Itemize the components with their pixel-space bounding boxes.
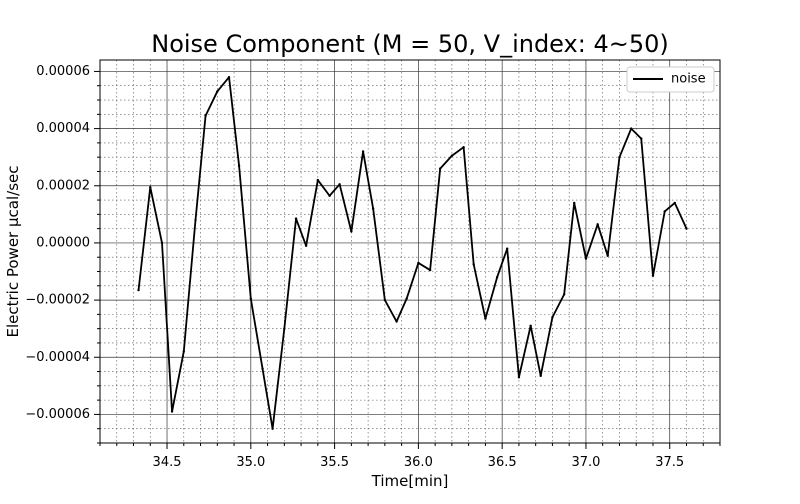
data-point	[361, 150, 365, 153]
data-point	[194, 218, 197, 222]
y-tick-label: 0.00006	[36, 64, 90, 79]
x-tick-label: 37.0	[571, 455, 600, 470]
legend: noise	[626, 66, 715, 93]
data-point	[428, 268, 432, 272]
data-point	[170, 410, 174, 413]
data-point	[395, 320, 398, 323]
major-grid	[100, 60, 720, 443]
data-point	[137, 288, 140, 292]
x-axis-label: Time[min]	[371, 472, 449, 490]
chart-title: Noise Component (M = 50, V_index: 4~50)	[151, 30, 668, 58]
data-point	[249, 297, 253, 300]
data-point	[663, 210, 666, 213]
x-tick-label: 37.5	[655, 455, 684, 470]
data-point	[584, 257, 588, 260]
data-point	[371, 207, 375, 210]
data-point	[182, 350, 185, 353]
series-layer	[137, 75, 688, 430]
data-point	[227, 75, 231, 79]
data-point	[472, 263, 475, 266]
minor-grid	[99, 60, 721, 444]
data-point	[529, 324, 532, 328]
y-tick-label: −0.00002	[25, 293, 90, 308]
plot-frame	[99, 59, 721, 444]
data-point	[350, 230, 353, 233]
data-point	[294, 217, 298, 220]
data-point	[383, 298, 387, 302]
data-point	[328, 194, 331, 197]
data-point	[271, 427, 274, 430]
data-point	[606, 254, 609, 257]
data-point	[551, 316, 554, 319]
data-point	[618, 155, 621, 159]
data-point	[562, 293, 566, 296]
axis-ticks	[94, 70, 721, 449]
data-point	[651, 274, 655, 277]
series-line-noise	[137, 76, 688, 430]
x-tick-label: 35.0	[236, 455, 265, 470]
data-point	[149, 185, 152, 189]
y-tick-label: −0.00004	[25, 350, 90, 365]
data-point	[495, 276, 499, 279]
data-point	[450, 154, 454, 157]
data-point	[417, 261, 420, 265]
data-point	[438, 167, 442, 170]
data-point	[237, 164, 241, 167]
legend-label-noise: noise	[671, 72, 706, 87]
legend-box	[626, 66, 715, 93]
data-point	[573, 201, 576, 205]
x-tick-labels: 34.5 35.0 35.5 36.0 36.5 37.0 37.5	[153, 455, 685, 470]
data-point	[484, 317, 487, 320]
data-point	[261, 367, 264, 370]
data-point	[640, 137, 643, 140]
y-axis-label: Electric Power µcal/sec	[4, 166, 22, 338]
data-point	[338, 183, 341, 186]
data-point	[505, 247, 509, 250]
data-point	[685, 227, 688, 230]
data-point	[596, 223, 599, 226]
data-point	[539, 374, 542, 378]
data-point	[517, 376, 521, 379]
data-point	[462, 145, 465, 149]
data-point	[629, 127, 633, 130]
x-tick-label: 34.5	[153, 455, 182, 470]
data-point	[304, 244, 308, 247]
data-point	[673, 201, 676, 205]
data-point	[316, 178, 320, 182]
y-tick-label: 0.00004	[36, 121, 90, 136]
x-tick-label: 36.0	[404, 455, 433, 470]
data-point	[204, 114, 207, 117]
y-tick-label: 0.00002	[36, 178, 90, 193]
x-tick-label: 36.5	[488, 455, 517, 470]
x-tick-label: 35.5	[320, 455, 349, 470]
data-point	[405, 297, 408, 300]
y-tick-labels: −0.00006 −0.00004 −0.00002 0.00000 0.00002 0.…	[25, 64, 90, 422]
data-point	[216, 90, 219, 93]
y-tick-label: 0.00000	[36, 235, 90, 250]
y-tick-label: −0.00006	[25, 407, 90, 422]
data-point	[160, 241, 164, 245]
data-point	[283, 327, 286, 330]
